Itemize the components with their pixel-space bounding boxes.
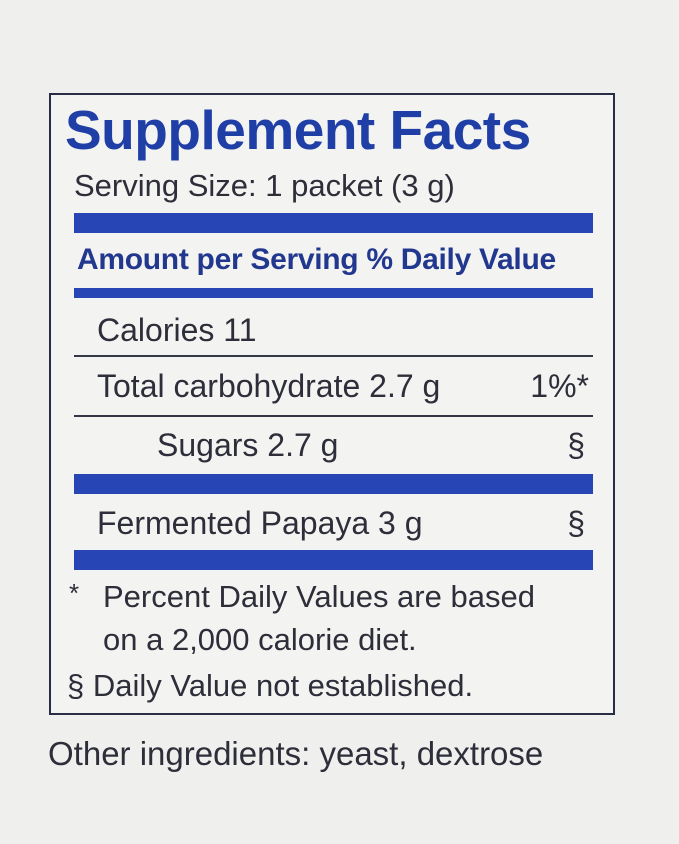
thick-divider-bar — [74, 213, 593, 233]
thick-divider-bar — [74, 550, 593, 570]
row-fermented-papaya-name: Fermented Papaya 3 g — [97, 505, 423, 541]
footnote-section: § Daily Value not established. — [67, 668, 474, 703]
row-total-carbohydrate-dv: 1%* — [530, 368, 589, 404]
supplement-facts-panel: Supplement Facts Serving Size: 1 packet … — [49, 93, 615, 715]
panel-title: Supplement Facts — [65, 99, 531, 161]
medium-divider-bar — [74, 288, 593, 298]
row-fermented-papaya-dv: § — [567, 505, 585, 541]
footnote-asterisk-line2: on a 2,000 calorie diet. — [103, 622, 417, 657]
thick-divider-bar — [74, 474, 593, 494]
row-calories-name: Calories 11 — [97, 312, 257, 348]
thin-rule — [74, 355, 593, 357]
other-ingredients: Other ingredients: yeast, dextrose — [48, 735, 544, 772]
row-sugars-dv: § — [567, 427, 585, 463]
row-total-carbohydrate-name: Total carbohydrate 2.7 g — [97, 368, 441, 404]
footnote-asterisk-line1: Percent Daily Values are based — [103, 579, 535, 614]
column-header: Amount per Serving % Daily Value — [77, 243, 556, 276]
serving-size: Serving Size: 1 packet (3 g) — [74, 168, 455, 203]
row-sugars-name: Sugars 2.7 g — [157, 427, 339, 463]
thin-rule — [74, 415, 593, 417]
footnote-asterisk-mark: * — [69, 578, 80, 608]
